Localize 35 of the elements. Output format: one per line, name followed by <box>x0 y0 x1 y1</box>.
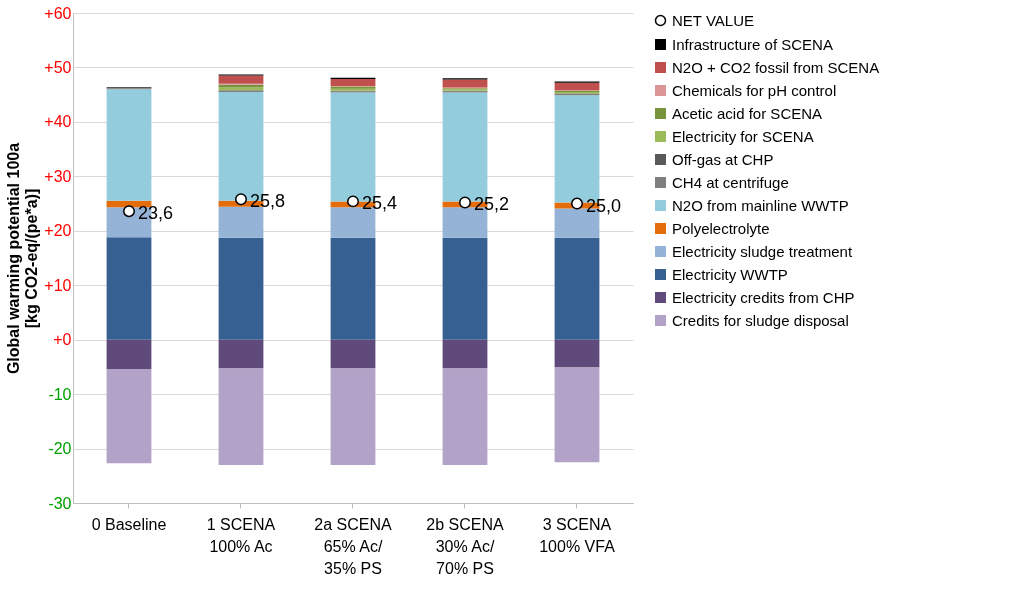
y-tick-label: +40 <box>44 113 72 131</box>
data-label: 25,8 <box>250 191 286 212</box>
y-tick-label: +60 <box>44 4 72 22</box>
y-tick-label: -10 <box>48 385 72 403</box>
legend-label: NET VALUE <box>672 11 754 29</box>
legend-label: Acetic acid for SCENA <box>672 104 823 122</box>
legend-label: N2O from mainline WWTP <box>672 196 849 214</box>
y-tick-label: +50 <box>44 58 72 76</box>
data-label: 23,6 <box>138 203 174 224</box>
data-label: 25,0 <box>586 195 622 216</box>
y-tick-label: -30 <box>48 494 72 512</box>
legend-label: Infrastructure of SCENA <box>672 35 833 53</box>
y-tick-label: -20 <box>48 440 72 458</box>
x-tick-label: 0 Baseline <box>91 515 167 533</box>
legend-label: Credits for sludge disposal <box>672 311 849 329</box>
x-tick-label: 1 SCENA 100% Ac <box>206 515 276 555</box>
legend-label: Electricity sludge treatment <box>672 242 853 260</box>
y-axis-title: Global warming potential 100a [kg CO2-eq/(pe*a)] <box>5 142 41 375</box>
y-tick-label: +20 <box>44 222 72 240</box>
legend-label: CH4 at centrifuge <box>672 173 789 191</box>
y-tick-label: +30 <box>44 167 72 185</box>
y-tick-label: +10 <box>44 276 72 294</box>
y-tick-label: +0 <box>53 331 72 349</box>
legend-label: Off-gas at CHP <box>672 150 774 168</box>
legend-label: Electricity for SCENA <box>672 127 814 145</box>
legend-label: Electricity credits from CHP <box>672 288 855 306</box>
x-tick-label: 2a SCENA 65% Ac/ 35% PS <box>314 515 393 577</box>
x-tick-label: 2b SCENA 30% Ac/ 70% PS <box>426 515 505 577</box>
legend-label: Polyelectrolyte <box>672 219 770 237</box>
legend-label: Electricity WWTP <box>672 265 788 283</box>
data-label: 25,4 <box>362 193 398 214</box>
legend-label: N2O + CO2 fossil from SCENA <box>672 58 880 76</box>
data-label: 25,2 <box>474 194 510 215</box>
x-tick-label: 3 SCENA 100% VFA <box>539 515 616 555</box>
legend-label: Chemicals for pH control <box>672 81 837 99</box>
